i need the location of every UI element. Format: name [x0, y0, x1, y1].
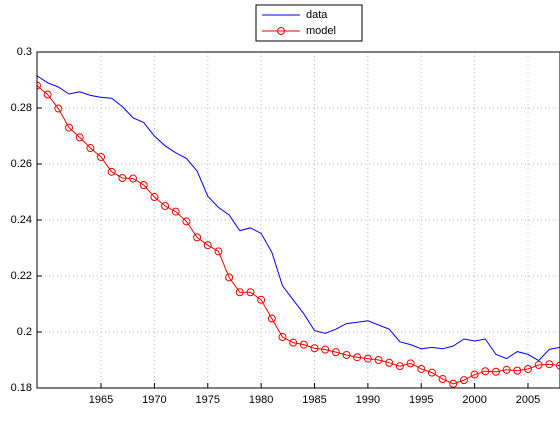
y-tick-label: 0.22	[11, 270, 32, 282]
marker	[289, 338, 298, 347]
marker	[385, 358, 394, 367]
marker	[193, 233, 202, 242]
marker	[257, 295, 266, 304]
y-tick-label: 0.18	[11, 382, 32, 394]
marker	[470, 370, 479, 379]
legend-box	[255, 4, 363, 42]
marker	[374, 356, 383, 364]
x-tick-label: 2005	[516, 394, 540, 406]
marker	[502, 365, 511, 374]
series-line	[37, 75, 560, 362]
marker	[427, 368, 436, 377]
marker	[235, 288, 244, 297]
marker	[491, 367, 500, 376]
marker	[182, 217, 191, 226]
marker	[353, 353, 362, 362]
marker	[556, 361, 560, 370]
x-tick-label: 1995	[409, 394, 433, 406]
y-tick-label: 0.28	[11, 102, 32, 114]
legend: data model	[255, 4, 363, 42]
marker	[225, 273, 234, 282]
marker	[65, 123, 74, 132]
marker	[267, 314, 276, 323]
marker	[395, 362, 404, 371]
y-tick-label: 0.3	[17, 46, 32, 58]
x-tick-label: 1965	[89, 394, 113, 406]
x-tick-label: 1990	[356, 394, 380, 406]
marker	[107, 167, 116, 176]
x-tick-label: 2000	[462, 394, 486, 406]
marker	[54, 104, 63, 113]
marker	[97, 153, 106, 161]
marker	[523, 364, 532, 373]
marker	[545, 360, 554, 369]
marker	[331, 348, 340, 357]
marker	[161, 202, 170, 210]
marker	[37, 81, 41, 90]
marker	[310, 344, 319, 353]
marker	[278, 333, 287, 342]
legend-marker	[277, 27, 285, 35]
marker	[139, 181, 148, 189]
marker	[86, 144, 95, 153]
x-tick-label: 1970	[142, 394, 166, 406]
marker	[481, 367, 490, 376]
marker	[449, 379, 458, 388]
marker	[438, 375, 447, 384]
marker	[150, 193, 159, 202]
marker	[246, 288, 255, 297]
legend-label: model	[306, 25, 336, 37]
marker	[203, 241, 212, 250]
marker	[513, 366, 522, 375]
marker	[299, 340, 308, 349]
y-tick-label: 0.2	[17, 326, 32, 338]
y-tick-label: 0.24	[11, 214, 32, 226]
marker	[118, 174, 127, 182]
marker	[43, 90, 52, 99]
marker	[459, 376, 468, 385]
marker	[75, 133, 84, 142]
marker	[406, 359, 415, 368]
legend-label: data	[306, 9, 328, 21]
marker	[417, 364, 426, 373]
axes-box	[36, 51, 560, 389]
x-tick-label: 1980	[249, 394, 273, 406]
marker	[363, 354, 372, 363]
marker	[321, 345, 330, 354]
x-tick-label: 1975	[196, 394, 220, 406]
series-line	[37, 85, 560, 385]
y-tick-label: 0.26	[11, 158, 32, 170]
marker	[534, 361, 543, 370]
x-tick-label: 1985	[302, 394, 326, 406]
marker	[129, 174, 138, 183]
marker	[214, 247, 223, 256]
marker	[342, 350, 351, 359]
marker	[171, 207, 180, 216]
